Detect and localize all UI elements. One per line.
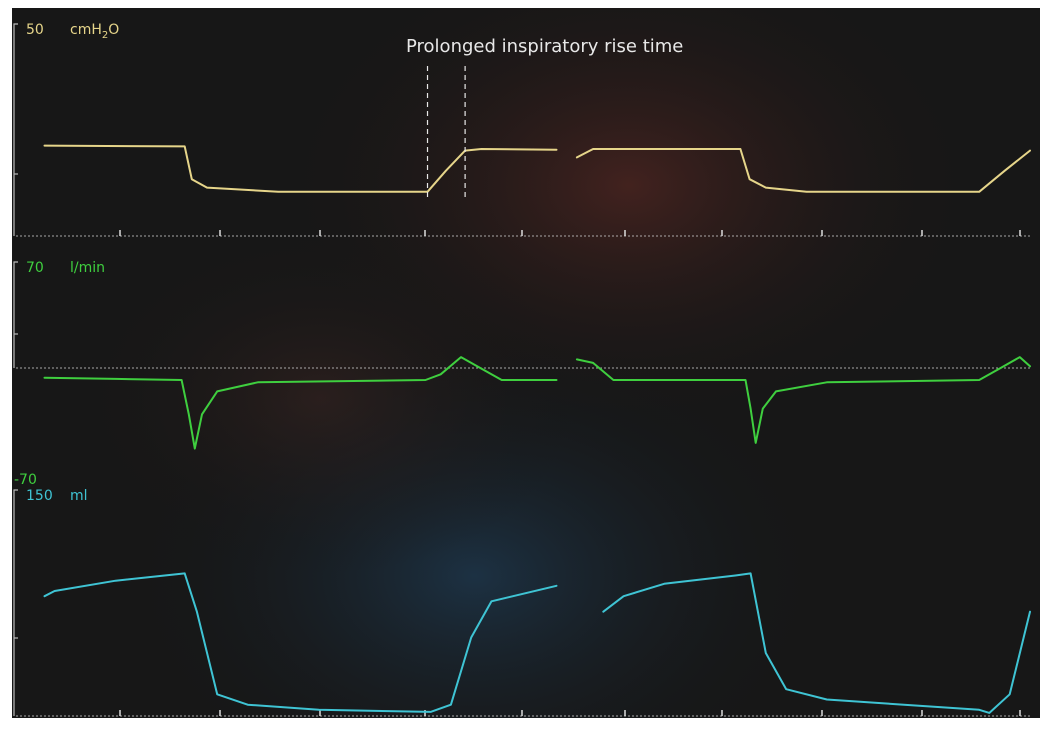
annotation-label: Prolonged inspiratory rise time bbox=[406, 36, 683, 57]
waveform-line bbox=[43, 144, 1031, 193]
y-tick-label-top: 50 bbox=[26, 22, 44, 38]
y-tick-label-bottom: -70 bbox=[14, 472, 37, 488]
scale-bracket bbox=[13, 489, 18, 716]
y-tick-label-top: 70 bbox=[26, 260, 44, 276]
screen-glow bbox=[12, 8, 1040, 718]
waveform-line bbox=[43, 356, 1031, 450]
scale-bracket bbox=[13, 23, 18, 236]
waveform-line bbox=[43, 572, 1031, 714]
unit-label: ml bbox=[70, 488, 88, 504]
y-tick-label-top: 150 bbox=[26, 488, 53, 504]
unit-label: l/min bbox=[70, 260, 105, 276]
waveform-panel-3: 150 ml bbox=[13, 488, 1031, 717]
waveform-panel-2: 70 l/min -70 bbox=[13, 260, 1031, 488]
scale-bracket bbox=[13, 261, 18, 368]
